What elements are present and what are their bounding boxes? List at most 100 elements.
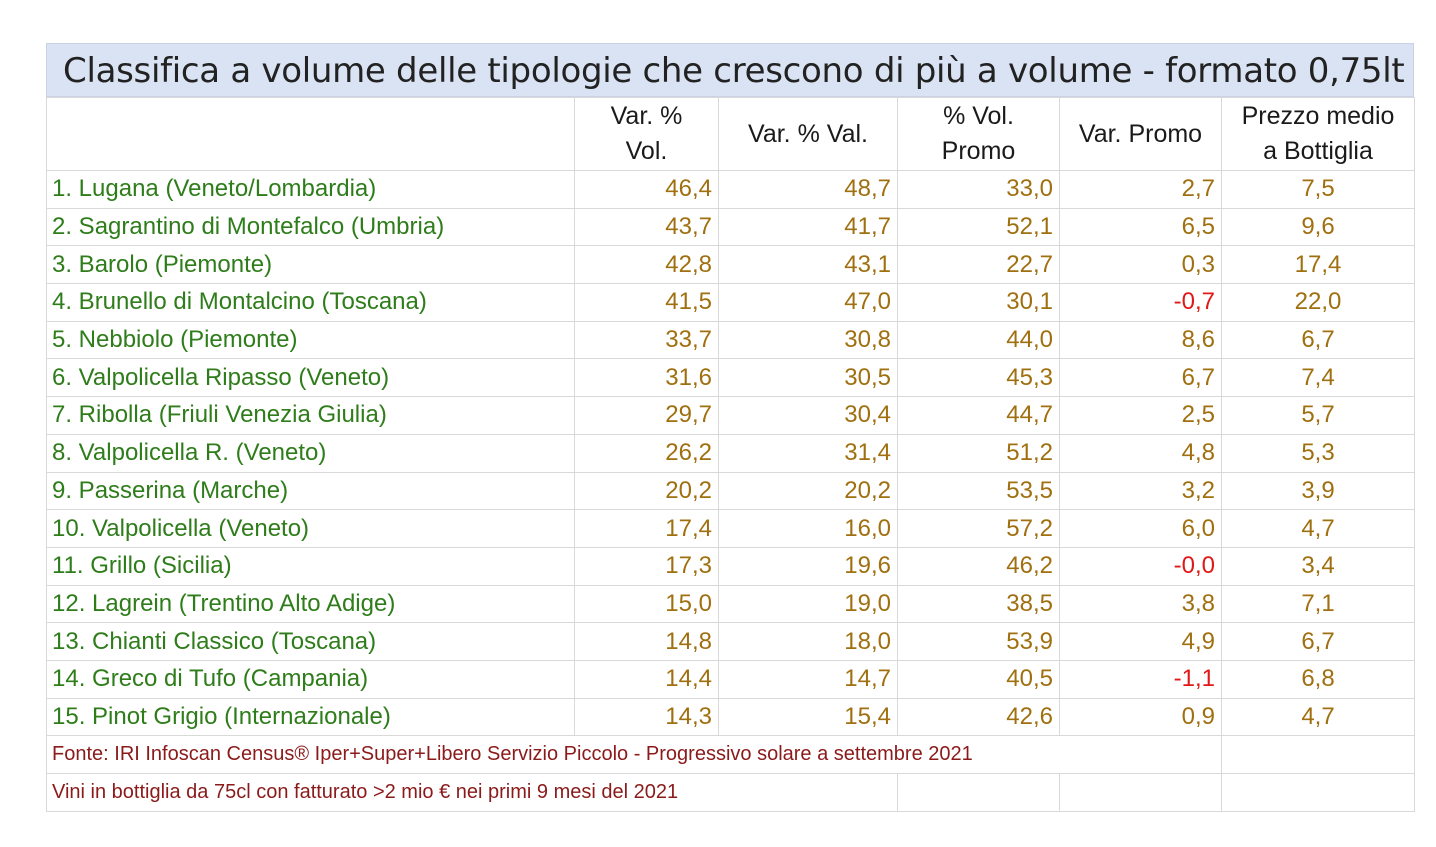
var-promo-cell: -0,7 [1059, 283, 1222, 322]
table-row: 7. Ribolla (Friuli Venezia Giulia) 29,7 30… [46, 396, 1415, 435]
empty-cell [1221, 773, 1415, 812]
var-vol-cell: 14,8 [574, 622, 719, 661]
vol-promo-cell: 40,5 [897, 659, 1060, 699]
var-val-cell: 20,2 [718, 471, 898, 511]
var-val-cell: 18,0 [718, 622, 898, 661]
var-val-cell: 48,7 [718, 170, 898, 209]
var-vol-cell: 14,3 [574, 697, 719, 737]
vol-promo-cell: 57,2 [897, 509, 1060, 548]
var-val-cell: 19,6 [718, 546, 898, 586]
prezzo-cell: 22,0 [1221, 283, 1415, 322]
vol-promo-cell: 53,9 [897, 622, 1060, 661]
table-title: Classifica a volume delle tipologie che … [46, 43, 1414, 97]
var-promo-cell: 4,8 [1059, 433, 1222, 473]
var-promo-cell: 8,6 [1059, 320, 1222, 360]
table-row: 8. Valpolicella R. (Veneto) 26,2 31,4 51,2 4… [46, 433, 1415, 473]
vol-promo-cell: 52,1 [897, 207, 1060, 247]
table-row: 5. Nebbiolo (Piemonte) 33,7 30,8 44,0 8,6 6,7 [46, 320, 1415, 360]
header-prezzo: Prezzo medio a Bottiglia [1221, 97, 1415, 171]
var-vol-cell: 31,6 [574, 358, 719, 398]
header-label-line: % Vol. [943, 102, 1014, 130]
header-label-line: a Bottiglia [1263, 137, 1373, 165]
prezzo-cell: 6,7 [1221, 320, 1415, 360]
table-row: 12. Lagrein (Trentino Alto Adige) 15,0 19,… [46, 584, 1415, 624]
prezzo-cell: 6,7 [1221, 622, 1415, 661]
source-note: Fonte: IRI Infoscan Census® Iper+Super+L… [46, 735, 1222, 774]
var-vol-cell: 46,4 [574, 170, 719, 209]
var-val-cell: 41,7 [718, 207, 898, 247]
prezzo-cell: 3,4 [1221, 546, 1415, 586]
vol-promo-cell: 38,5 [897, 584, 1060, 624]
empty-cell [897, 773, 1060, 812]
table-row: 3. Barolo (Piemonte) 42,8 43,1 22,7 0,3 17,4 [46, 245, 1415, 285]
vol-promo-cell: 22,7 [897, 245, 1060, 285]
var-val-cell: 19,0 [718, 584, 898, 624]
wine-name: 10. Valpolicella (Veneto) [46, 509, 575, 548]
var-vol-cell: 20,2 [574, 471, 719, 511]
vol-promo-cell: 53,5 [897, 471, 1060, 511]
header-row: Var. % Vol. Var. % Val. % Vol. Promo Var. … [46, 97, 1415, 171]
wine-name: 2. Sagrantino di Montefalco (Umbria) [46, 207, 575, 247]
spreadsheet: Classifica a volume delle tipologie che … [46, 43, 1415, 812]
empty-cell [1059, 773, 1222, 812]
vol-promo-cell: 33,0 [897, 170, 1060, 209]
table-row: 2. Sagrantino di Montefalco (Umbria) 43,7… [46, 207, 1415, 247]
table-row: 1. Lugana (Veneto/Lombardia) 46,4 48,7 33,0… [46, 170, 1415, 209]
wine-name: 14. Greco di Tufo (Campania) [46, 659, 575, 699]
var-val-cell: 30,8 [718, 320, 898, 360]
note-row: Vini in bottiglia da 75cl con fatturato … [46, 773, 1415, 812]
var-val-cell: 30,4 [718, 396, 898, 435]
table-row: 10. Valpolicella (Veneto) 17,4 16,0 57,2 6,0… [46, 509, 1415, 548]
empty-cell [1221, 735, 1415, 774]
prezzo-cell: 4,7 [1221, 697, 1415, 737]
vol-promo-cell: 30,1 [897, 283, 1060, 322]
var-promo-cell: 0,9 [1059, 697, 1222, 737]
header-label-line: Vol. [625, 137, 668, 165]
scope-note: Vini in bottiglia da 75cl con fatturato … [46, 773, 898, 812]
header-label-line: Var. % Val. [748, 119, 868, 148]
var-promo-cell: 2,5 [1059, 396, 1222, 435]
var-vol-cell: 14,4 [574, 659, 719, 699]
vol-promo-cell: 45,3 [897, 358, 1060, 398]
var-promo-cell: 6,7 [1059, 358, 1222, 398]
table-row: 11. Grillo (Sicilia) 17,3 19,6 46,2 -0,0 3,4 [46, 546, 1415, 586]
prezzo-cell: 7,4 [1221, 358, 1415, 398]
prezzo-cell: 5,7 [1221, 396, 1415, 435]
var-vol-cell: 15,0 [574, 584, 719, 624]
var-val-cell: 43,1 [718, 245, 898, 285]
prezzo-cell: 7,5 [1221, 170, 1415, 209]
prezzo-cell: 9,6 [1221, 207, 1415, 247]
header-label-line: Promo [941, 137, 1016, 165]
wine-name: 8. Valpolicella R. (Veneto) [46, 433, 575, 473]
vol-promo-cell: 42,6 [897, 697, 1060, 737]
vol-promo-cell: 44,0 [897, 320, 1060, 360]
table-row: 14. Greco di Tufo (Campania) 14,4 14,7 40,5… [46, 659, 1415, 699]
ranking-table: Var. % Vol. Var. % Val. % Vol. Promo Var. … [46, 97, 1415, 812]
prezzo-cell: 5,3 [1221, 433, 1415, 473]
var-vol-cell: 43,7 [574, 207, 719, 247]
prezzo-cell: 6,8 [1221, 659, 1415, 699]
var-val-cell: 47,0 [718, 283, 898, 322]
wine-name: 15. Pinot Grigio (Internazionale) [46, 697, 575, 737]
table-row: 9. Passerina (Marche) 20,2 20,2 53,5 3,2 3,9 [46, 471, 1415, 511]
var-val-cell: 16,0 [718, 509, 898, 548]
wine-name: 6. Valpolicella Ripasso (Veneto) [46, 358, 575, 398]
var-promo-cell: 2,7 [1059, 170, 1222, 209]
var-val-cell: 14,7 [718, 659, 898, 699]
prezzo-cell: 17,4 [1221, 245, 1415, 285]
wine-name: 4. Brunello di Montalcino (Toscana) [46, 283, 575, 322]
table-row: 4. Brunello di Montalcino (Toscana) 41,5 4… [46, 283, 1415, 322]
table-row: 15. Pinot Grigio (Internazionale) 14,3 15,… [46, 697, 1415, 737]
prezzo-cell: 3,9 [1221, 471, 1415, 511]
wine-name: 12. Lagrein (Trentino Alto Adige) [46, 584, 575, 624]
wine-name: 7. Ribolla (Friuli Venezia Giulia) [46, 396, 575, 435]
header-vol-promo: % Vol. Promo [897, 97, 1060, 171]
var-promo-cell: 0,3 [1059, 245, 1222, 285]
header-var-val: Var. % Val. [718, 97, 898, 171]
var-vol-cell: 17,3 [574, 546, 719, 586]
wine-name: 5. Nebbiolo (Piemonte) [46, 320, 575, 360]
var-promo-cell: -0,0 [1059, 546, 1222, 586]
wine-name: 1. Lugana (Veneto/Lombardia) [46, 170, 575, 209]
header-label-line: Prezzo medio [1241, 102, 1395, 130]
wine-name: 13. Chianti Classico (Toscana) [46, 622, 575, 661]
